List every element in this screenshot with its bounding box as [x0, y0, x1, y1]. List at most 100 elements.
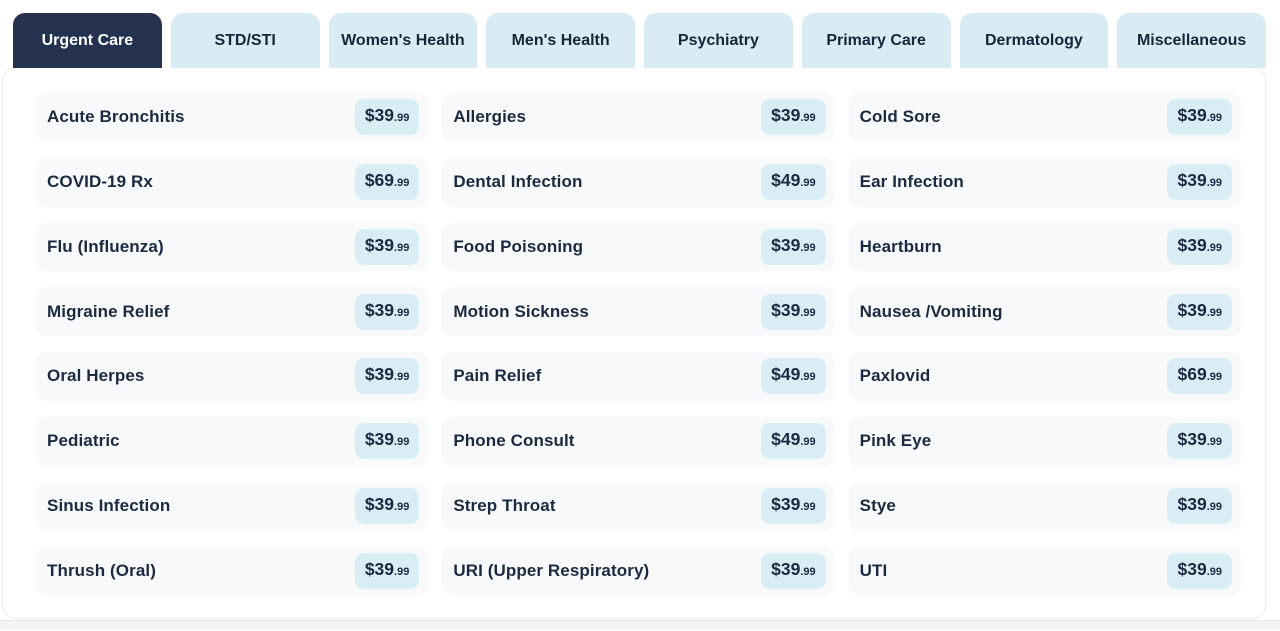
- price-dollars: $49: [771, 364, 801, 385]
- service-name: Allergies: [453, 107, 527, 127]
- price-badge: $39.99: [1167, 164, 1232, 201]
- price-badge: $49.99: [761, 423, 826, 460]
- price-row-nausea-vomiting: Nausea /Vomiting $39.99: [848, 287, 1241, 336]
- price-row-food-poisoning: Food Poisoning $39.99: [442, 222, 835, 272]
- tab-psychiatry[interactable]: Psychiatry: [644, 13, 793, 68]
- price-dollars: $49: [771, 170, 801, 191]
- price-cents: .99: [394, 112, 410, 125]
- price-row-ear-infection: Ear Infection $39.99: [848, 157, 1241, 207]
- tab-dermatology[interactable]: Dermatology: [959, 13, 1109, 68]
- price-badge: $39.99: [1167, 423, 1232, 460]
- price-cents: .99: [1206, 112, 1222, 125]
- tab-mens-health[interactable]: Men's Health: [486, 13, 635, 68]
- pricing-column-2: Allergies $39.99 Dental Infection $49.99…: [442, 93, 835, 595]
- price-badge: $49.99: [761, 358, 826, 395]
- price-dollars: $39: [364, 105, 395, 126]
- price-dollars: $39: [771, 558, 801, 579]
- price-badge: $39.99: [354, 487, 420, 524]
- price-dollars: $39: [364, 299, 395, 320]
- service-name: Thrush (Oral): [47, 560, 156, 580]
- price-cents: .99: [800, 371, 816, 384]
- pricing-panel: Acute Bronchitis $39.99 COVID-19 Rx $69.…: [2, 67, 1266, 619]
- price-row-phone-consult: Phone Consult $49.99: [442, 416, 835, 466]
- price-badge: $69.99: [354, 164, 420, 201]
- price-badge: $39.99: [354, 423, 420, 460]
- price-badge: $39.99: [1167, 552, 1232, 589]
- service-name: Flu (Influenza): [47, 236, 164, 256]
- price-row-stye: Stye $39.99: [848, 481, 1241, 531]
- price-badge: $39.99: [761, 99, 826, 136]
- price-dollars: $39: [1177, 299, 1207, 320]
- price-dollars: $39: [771, 105, 801, 126]
- service-name: UTI: [859, 560, 888, 580]
- service-name: URI (Upper Respiratory): [453, 560, 650, 580]
- price-badge: $39.99: [354, 293, 420, 330]
- service-name: Cold Sore: [859, 107, 941, 127]
- price-cents: .99: [394, 241, 410, 254]
- price-cents: .99: [1206, 241, 1222, 254]
- price-row-pink-eye: Pink Eye $39.99: [848, 416, 1241, 466]
- tab-urgent-care[interactable]: Urgent Care: [13, 13, 162, 68]
- service-name: Pain Relief: [453, 366, 542, 386]
- pricing-column-3: Cold Sore $39.99 Ear Infection $39.99 He…: [848, 93, 1241, 595]
- price-dollars: $39: [364, 493, 395, 514]
- service-name: Acute Bronchitis: [47, 107, 185, 127]
- price-row-sinus-infection: Sinus Infection $39.99: [36, 481, 429, 531]
- service-name: Oral Herpes: [47, 366, 145, 386]
- price-row-strep-throat: Strep Throat $39.99: [442, 481, 835, 531]
- price-dollars: $69: [364, 170, 395, 191]
- price-badge: $39.99: [1167, 99, 1232, 136]
- price-dollars: $39: [1177, 558, 1207, 579]
- price-dollars: $39: [1177, 234, 1207, 255]
- price-row-cold-sore: Cold Sore $39.99: [848, 93, 1241, 142]
- price-badge: $39.99: [761, 487, 826, 524]
- price-cents: .99: [800, 565, 816, 578]
- price-dollars: $39: [771, 493, 801, 514]
- service-name: Strep Throat: [453, 495, 556, 515]
- price-dollars: $39: [1177, 429, 1207, 450]
- tab-miscellaneous[interactable]: Miscellaneous: [1117, 13, 1266, 68]
- service-name: Migraine Relief: [47, 301, 170, 321]
- price-cents: .99: [394, 565, 410, 578]
- price-badge: $39.99: [761, 552, 826, 589]
- price-row-acute-bronchitis: Acute Bronchitis $39.99: [36, 93, 429, 142]
- service-name: Pink Eye: [859, 431, 932, 451]
- price-dollars: $39: [1177, 105, 1207, 126]
- price-badge: $39.99: [1167, 228, 1232, 265]
- price-dollars: $39: [1177, 493, 1207, 514]
- price-row-uri: URI (Upper Respiratory) $39.99: [442, 546, 835, 595]
- price-row-oral-herpes: Oral Herpes $39.99: [36, 352, 429, 401]
- price-row-heartburn: Heartburn $39.99: [848, 222, 1241, 272]
- price-dollars: $39: [364, 429, 395, 450]
- price-cents: .99: [1206, 565, 1222, 578]
- tab-womens-health[interactable]: Women's Health: [328, 13, 478, 68]
- price-dollars: $39: [364, 558, 395, 579]
- service-name: Dental Infection: [453, 172, 583, 192]
- service-name: Pediatric: [47, 431, 120, 451]
- service-name: Heartburn: [859, 236, 942, 256]
- price-dollars: $39: [771, 234, 801, 255]
- price-cents: .99: [394, 500, 410, 513]
- price-dollars: $69: [1177, 364, 1207, 385]
- pricing-columns: Acute Bronchitis $39.99 COVID-19 Rx $69.…: [36, 93, 1241, 595]
- price-cents: .99: [800, 112, 816, 125]
- price-row-paxlovid: Paxlovid $69.99: [848, 352, 1241, 401]
- price-row-migraine-relief: Migraine Relief $39.99: [36, 287, 429, 336]
- service-name: Paxlovid: [859, 366, 931, 386]
- price-dollars: $49: [771, 429, 801, 450]
- price-badge: $49.99: [761, 164, 826, 201]
- price-cents: .99: [800, 241, 816, 254]
- price-row-pediatric: Pediatric $39.99: [36, 416, 429, 466]
- price-row-covid-19-rx: COVID-19 Rx $69.99: [36, 157, 429, 207]
- price-dollars: $39: [364, 364, 395, 385]
- price-row-thrush-oral: Thrush (Oral) $39.99: [36, 546, 429, 595]
- pricing-column-1: Acute Bronchitis $39.99 COVID-19 Rx $69.…: [36, 93, 429, 595]
- price-badge: $39.99: [1167, 487, 1232, 524]
- price-cents: .99: [1206, 436, 1222, 449]
- tab-std-sti[interactable]: STD/STI: [170, 13, 320, 68]
- service-name: Ear Infection: [859, 172, 964, 192]
- tab-primary-care[interactable]: Primary Care: [801, 13, 951, 68]
- price-cents: .99: [394, 436, 410, 449]
- price-dollars: $39: [1177, 170, 1207, 191]
- price-cents: .99: [800, 436, 816, 449]
